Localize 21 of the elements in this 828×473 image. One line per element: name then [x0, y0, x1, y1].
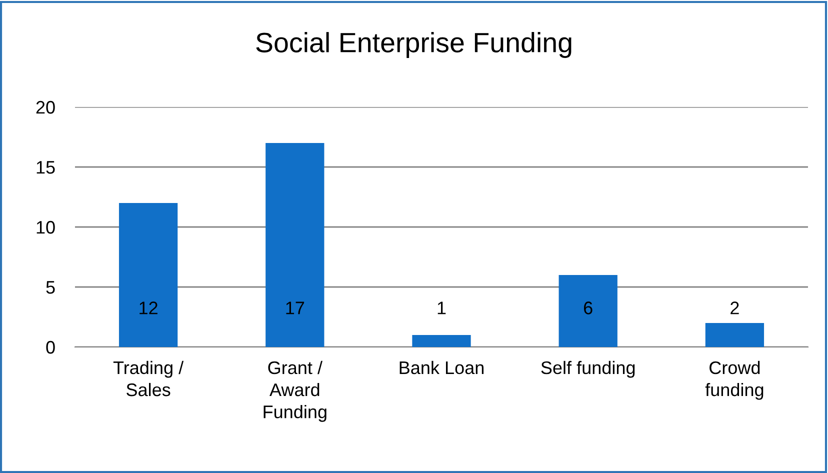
y-tick-label: 10 [36, 220, 55, 234]
bar [705, 323, 764, 347]
chart-title: Social Enterprise Funding [256, 32, 572, 58]
data-label: 2 [730, 302, 739, 314]
y-tick-label: 0 [46, 340, 55, 354]
bar [118, 203, 178, 347]
bar [558, 275, 618, 347]
x-tick-label: Grant / Award Funding [264, 360, 326, 422]
bar [266, 143, 324, 347]
x-tick-label: Bank Loan [400, 360, 484, 374]
data-label: 1 [438, 302, 446, 314]
data-label: 12 [140, 302, 158, 314]
y-tick-label: 15 [36, 161, 55, 174]
data-label: 6 [584, 302, 592, 314]
x-tick-label: Self funding [541, 360, 635, 378]
bar [412, 335, 471, 347]
y-tick-label: 5 [46, 281, 55, 294]
y-tick-label: 20 [36, 100, 55, 114]
x-tick-label: Crowd funding [705, 360, 764, 400]
data-label: 17 [286, 302, 304, 314]
x-tick-label: Trading / Sales [113, 360, 184, 396]
